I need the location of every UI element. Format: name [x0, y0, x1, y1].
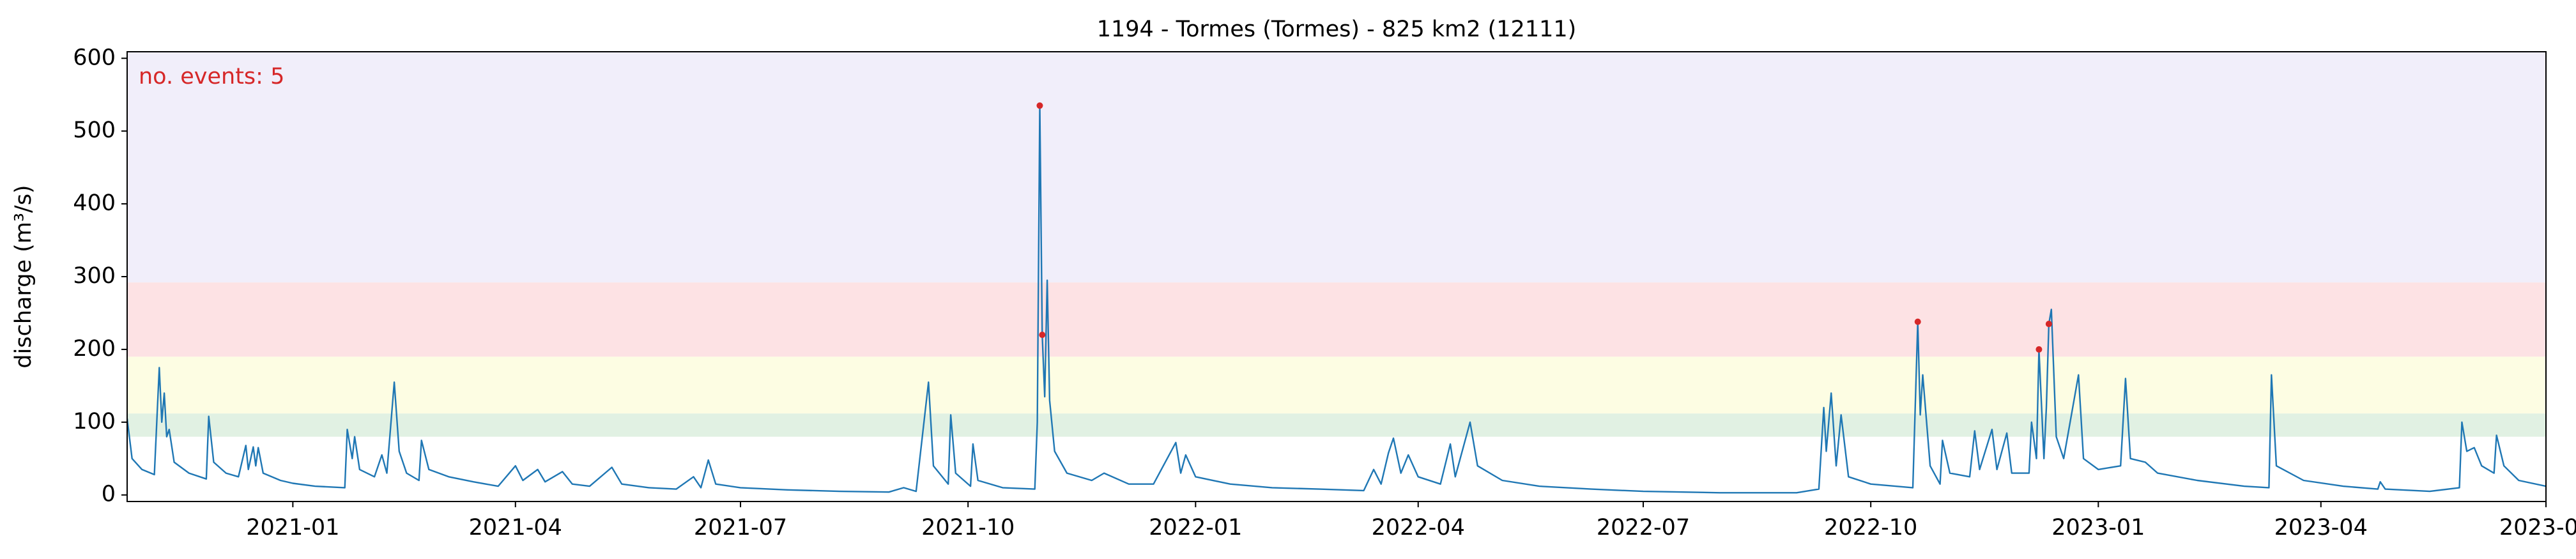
- event-point: [1039, 332, 1046, 339]
- y-tick-label: 400: [73, 190, 116, 216]
- event-point: [2035, 346, 2043, 353]
- plot-frame: [126, 51, 2547, 502]
- discharge-line: [127, 105, 2546, 494]
- x-tick-label: 2021-04: [469, 515, 562, 540]
- x-tick-label: 2022-10: [1824, 515, 1917, 540]
- y-tick-label: 100: [73, 409, 116, 434]
- x-tick-label: 2023-01: [2051, 515, 2145, 540]
- event-point: [1914, 318, 1921, 325]
- x-tick-label: 2022-04: [1372, 515, 1465, 540]
- event-point: [1036, 102, 1043, 109]
- x-tick-label: 2021-10: [921, 515, 1015, 540]
- y-tick-label: 500: [73, 118, 116, 143]
- bands: [127, 52, 2546, 437]
- y-tick-label: 300: [73, 263, 116, 289]
- event-point: [2045, 321, 2052, 328]
- x-tick-label: 2022-01: [1149, 515, 1242, 540]
- threshold-band: [127, 356, 2546, 414]
- y-axis-label: discharge (m³/s): [11, 185, 36, 368]
- y-tick-label: 200: [73, 336, 116, 362]
- x-tick-label: 2023-04: [2274, 515, 2368, 540]
- threshold-band: [127, 413, 2546, 437]
- x-tick-label: 2021-01: [246, 515, 339, 540]
- y-tick-label: 600: [73, 45, 116, 70]
- threshold-band: [127, 282, 2546, 357]
- x-tick-label: 2022-07: [1597, 515, 1690, 540]
- x-tick-label: 2021-07: [694, 515, 787, 540]
- events-annotation: no. events: 5: [139, 64, 284, 89]
- y-tick-label: 0: [102, 482, 116, 507]
- chart-title: 1194 - Tormes (Tormes) - 825 km2 (12111): [1097, 17, 1577, 42]
- threshold-band: [127, 52, 2546, 283]
- x-tick-label: 2023-07: [2499, 515, 2576, 540]
